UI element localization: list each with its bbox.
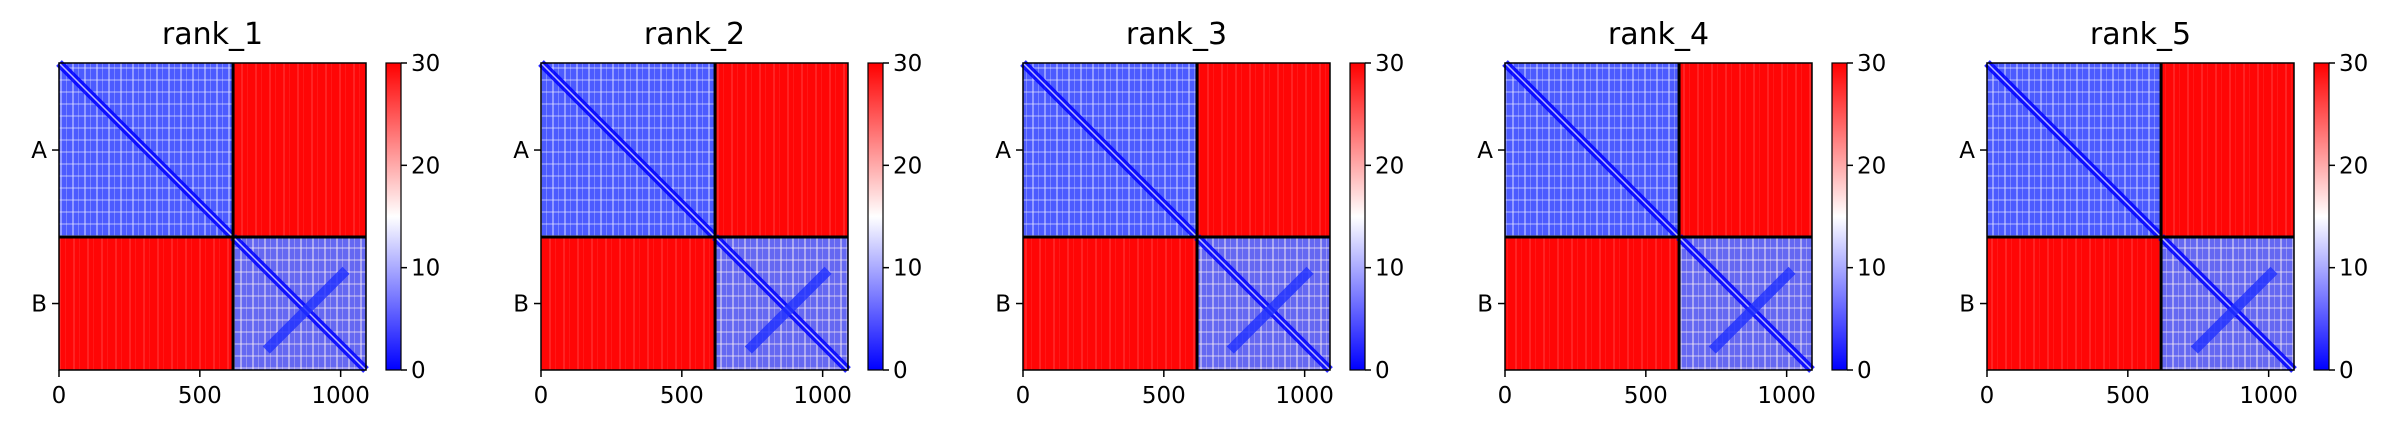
plot-frame <box>58 62 367 371</box>
colorbar-tick-label: 30 <box>411 51 440 77</box>
colorbar <box>1349 62 1366 371</box>
pae-cross-band <box>1226 266 1314 354</box>
x-tick-label: 0 <box>52 383 67 409</box>
heatmap-panel-1: rank_1 0 500 1000 A B 0 10 20 30 <box>31 17 440 409</box>
y-tick-label: B <box>1959 292 1975 318</box>
x-tick-label: 0 <box>534 383 549 409</box>
pae-block-texture-AB <box>2161 63 2294 238</box>
pae-diagonal-line-BB <box>2160 236 2295 371</box>
panel-title: rank_1 <box>162 17 263 52</box>
colorbar-tick-label: 10 <box>1375 256 1404 282</box>
y-tick-label: A <box>995 138 1011 164</box>
pae-block-texture-AB <box>1679 63 1812 238</box>
pae-cross-band <box>1708 266 1796 354</box>
pae-diagonal-line-AA <box>1022 62 1198 238</box>
y-tick-label: B <box>31 292 47 318</box>
colorbar-tick-label: 20 <box>1857 153 1886 179</box>
x-tick-label: 500 <box>1142 383 1186 409</box>
pae-block-texture-BA <box>1023 237 1198 370</box>
panel-title: rank_4 <box>1608 17 1709 52</box>
colorbar-tick-label: 10 <box>2339 256 2368 282</box>
x-tick-label: 500 <box>178 383 222 409</box>
x-tick-label: 0 <box>1016 383 1031 409</box>
y-tick-label: A <box>513 138 529 164</box>
x-tick-label: 0 <box>1980 383 1995 409</box>
panel-title: rank_3 <box>1126 17 1227 52</box>
pae-block-texture-BA <box>59 237 234 370</box>
colorbar-tick-label: 30 <box>2339 51 2368 77</box>
panel-title: rank_5 <box>2090 17 2191 52</box>
x-tick-label: 1000 <box>793 383 852 409</box>
colorbar-tick-label: 20 <box>411 153 440 179</box>
colorbar-tick-label: 10 <box>1857 256 1886 282</box>
pae-diagonal-line-AA <box>1504 62 1680 238</box>
plot-frame <box>1986 62 2295 371</box>
pae-block-texture-AB <box>715 63 848 238</box>
y-tick-label: B <box>1477 292 1493 318</box>
pae-block-texture-BA <box>1987 237 2162 370</box>
colorbar-tick-label: 20 <box>1375 153 1404 179</box>
pae-block-texture-AB <box>1197 63 1330 238</box>
colorbar <box>2313 62 2330 371</box>
pae-block-texture-BA <box>541 237 716 370</box>
x-tick-label: 1000 <box>1275 383 1334 409</box>
pae-diagonal-line-AA <box>1986 62 2162 238</box>
x-tick-label: 500 <box>1624 383 1668 409</box>
colorbar-tick-label: 0 <box>893 358 908 384</box>
colorbar-tick-label: 30 <box>1857 51 1886 77</box>
heatmap-panel-3: rank_3 0 500 1000 A B 0 10 20 30 <box>995 17 1404 409</box>
y-tick-label: A <box>1959 138 1975 164</box>
colorbar-tick-label: 0 <box>411 358 426 384</box>
y-tick-label: B <box>995 292 1011 318</box>
colorbar-tick-label: 20 <box>893 153 922 179</box>
x-tick-label: 1000 <box>1757 383 1816 409</box>
pae-block-texture-BA <box>1505 237 1680 370</box>
pae-diagonal-line-BB <box>232 236 367 371</box>
heatmap-panel-2: rank_2 0 500 1000 A B 0 10 20 30 <box>513 17 922 409</box>
y-tick-label: B <box>513 292 529 318</box>
colorbar-tick-label: 10 <box>411 256 440 282</box>
panel-title: rank_2 <box>644 17 745 52</box>
colorbar-tick-label: 10 <box>893 256 922 282</box>
plot-frame <box>1022 62 1331 371</box>
pae-diagonal-line-AA <box>540 62 716 238</box>
colorbar <box>867 62 884 371</box>
colorbar-tick-label: 30 <box>893 51 922 77</box>
x-tick-label: 1000 <box>311 383 370 409</box>
colorbar-tick-label: 0 <box>2339 358 2354 384</box>
y-tick-label: A <box>1477 138 1493 164</box>
pae-block-texture-AB <box>233 63 366 238</box>
heatmap-panel-4: rank_4 0 500 1000 A B 0 10 20 30 <box>1477 17 1886 409</box>
x-tick-label: 0 <box>1498 383 1513 409</box>
heatmap-panel-5: rank_5 0 500 1000 A B 0 10 20 30 <box>1959 17 2368 409</box>
pae-cross-band <box>2190 266 2278 354</box>
pae-diagonal-line-BB <box>714 236 849 371</box>
x-tick-label: 1000 <box>2239 383 2298 409</box>
pae-diagonal-line-AA <box>58 62 234 238</box>
y-tick-label: A <box>31 138 47 164</box>
colorbar <box>385 62 402 371</box>
colorbar-tick-label: 20 <box>2339 153 2368 179</box>
plot-frame <box>1504 62 1813 371</box>
x-tick-label: 500 <box>2106 383 2150 409</box>
pae-diagonal-line-BB <box>1678 236 1813 371</box>
pae-diagonal-line-BB <box>1196 236 1331 371</box>
colorbar <box>1831 62 1848 371</box>
pae-cross-band <box>744 266 832 354</box>
pae-cross-band <box>262 266 350 354</box>
colorbar-tick-label: 0 <box>1375 358 1390 384</box>
x-tick-label: 500 <box>660 383 704 409</box>
plot-frame <box>540 62 849 371</box>
colorbar-tick-label: 0 <box>1857 358 1872 384</box>
colorbar-tick-label: 30 <box>1375 51 1404 77</box>
